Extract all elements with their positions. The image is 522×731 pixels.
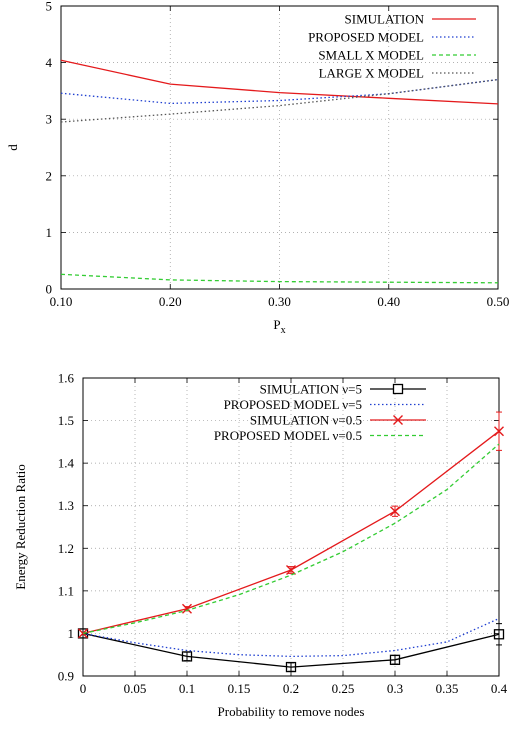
series-line [82, 430, 500, 635]
y-tick-label: 0 [46, 282, 53, 297]
legend-label: LARGE X MODEL [319, 66, 424, 81]
x-tick-label: 0.1 [179, 681, 195, 696]
x-tick-label: 0.35 [436, 681, 459, 696]
legend-marker-square [392, 383, 404, 395]
x-tick-label: 0.50 [487, 294, 510, 309]
y-tick-label: 4 [46, 55, 53, 70]
x-axis-label: Probability to remove nodes [218, 704, 365, 719]
y-tick-label: 5 [46, 0, 53, 14]
legend-label: SMALL X MODEL [318, 48, 424, 63]
data-point-x [182, 603, 192, 614]
x-tick-label: 0.25 [332, 681, 355, 696]
data-point-x [390, 506, 400, 517]
legend-label: SIMULATION ν=5 [260, 382, 362, 397]
series-line [60, 78, 499, 123]
y-tick-label: 1 [46, 225, 53, 240]
legend-label: PROPOSED MODEL ν=0.5 [214, 428, 362, 443]
y-tick-label: 1.6 [58, 371, 75, 386]
x-tick-label: 0.15 [228, 681, 251, 696]
y-tick-label: 1.1 [58, 583, 74, 598]
plot-frame [82, 377, 500, 677]
x-axis-label-subscript: x [281, 325, 286, 336]
series-line [60, 59, 499, 105]
data-point-square [181, 651, 193, 662]
x-tick-label: 0 [80, 681, 87, 696]
data-point-x [494, 426, 504, 437]
data-point-x [78, 628, 88, 639]
x-tick-label: 0.05 [124, 681, 147, 696]
data-point-square [493, 629, 505, 640]
data-point-square [77, 628, 89, 639]
y-axis-label: d [5, 144, 20, 151]
chart-d-vs-px: 0.10 0.20 0.30 0.40 0.50 0 1 2 3 4 5 Px d SIMULATION P… [5, 0, 509, 336]
legend-marker-x [393, 415, 403, 425]
x-axis-label-text: Probability to remove nodes [218, 704, 365, 719]
x-tick-label: 0.20 [159, 294, 182, 309]
y-tick-label: 1.3 [58, 498, 74, 513]
x-tick-label: 0.10 [50, 294, 73, 309]
series-line [82, 443, 500, 635]
y-tick-label: 1.2 [58, 541, 74, 556]
data-point-square [389, 654, 401, 665]
y-tick-label: 2 [46, 168, 53, 183]
legend-label: PROPOSED MODEL ν=5 [224, 397, 362, 412]
series-line [60, 78, 499, 105]
legend-label: SIMULATION ν=0.5 [250, 413, 362, 428]
series-line [82, 617, 500, 658]
x-axis-label-text: P [273, 317, 280, 332]
y-tick-label: 3 [46, 112, 53, 127]
y-tick-label: 1.5 [58, 413, 74, 428]
x-tick-label: 0.30 [268, 294, 291, 309]
x-tick-label: 0.2 [283, 681, 299, 696]
y-tick-label: 1.4 [58, 456, 75, 471]
data-point-square [285, 661, 297, 673]
series-line [60, 273, 499, 284]
y-tick-label: 0.9 [58, 669, 74, 684]
chart-energy-reduction-ratio: 0 0.05 0.1 0.15 0.2 0.25 0.3 0.35 0.4 0.9 1 1.1 1.2 1… [13, 371, 508, 720]
y-tick-label: 1 [68, 626, 75, 641]
data-point-x [286, 565, 296, 575]
x-tick-label: 0.40 [377, 294, 400, 309]
y-axis-label: Energy Reduction Ratio [13, 464, 28, 589]
legend-label: SIMULATION [345, 12, 425, 27]
x-tick-label: 0.4 [491, 681, 508, 696]
x-axis-label: Px [273, 317, 285, 336]
x-tick-label: 0.3 [387, 681, 403, 696]
plot-frame [60, 5, 499, 290]
legend-label: PROPOSED MODEL [308, 30, 424, 45]
